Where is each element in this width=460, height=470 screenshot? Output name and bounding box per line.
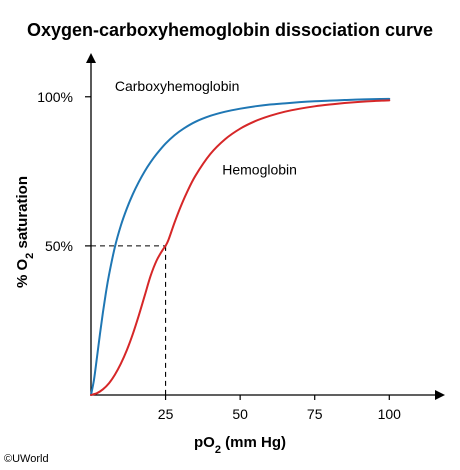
y-axis-label: % O2 saturation	[14, 176, 36, 288]
y-tick-label-100: 100%	[37, 89, 73, 105]
chart-title: Oxygen-carboxyhemoglobin dissociation cu…	[27, 20, 433, 40]
carboxyhemoglobin-curve	[90, 97, 391, 396]
carboxyhemoglobin-label: Carboxyhemoglobin	[115, 78, 240, 94]
hemoglobin-curve	[90, 99, 391, 396]
x-tick-label-75: 75	[307, 406, 323, 422]
x-tick-label-100: 100	[378, 406, 402, 422]
x-axis-label-base: pO	[194, 434, 215, 451]
y-axis-label-subscript: 2	[24, 253, 36, 259]
y-tick-label-50: 50%	[45, 238, 73, 254]
x-axis-label-tail: (mm Hg)	[221, 434, 286, 451]
hemoglobin-label: Hemoglobin	[222, 161, 297, 177]
y-axis-label-base: % O	[14, 258, 31, 288]
x-axis-label: pO2 (mm Hg)	[194, 434, 286, 456]
uworld-credit: ©UWorld	[4, 453, 49, 465]
x-tick-label-25: 25	[158, 406, 174, 422]
y-axis-label-tail: saturation	[14, 176, 31, 253]
x-axis-label-subscript: 2	[215, 444, 221, 456]
plot-area: 25 50 75 100 50% 100% Carboxyhemoglobin Hemoglo…	[37, 53, 445, 422]
x-tick-label-50: 50	[232, 406, 248, 422]
